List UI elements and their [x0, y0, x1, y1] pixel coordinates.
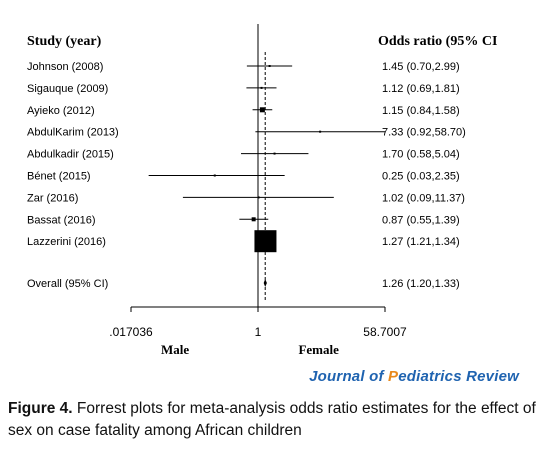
study-label: Zar (2016): [27, 192, 78, 204]
x-tick-label: 58.7007: [363, 325, 407, 339]
study-rows: Johnson (2008) 1.45 (0.70,2.99) Sigauque (…: [27, 61, 466, 290]
study-ci-text: 1.12 (0.69,1.81): [382, 83, 460, 95]
point-estimate: [257, 196, 260, 199]
study-ci-text: 1.70 (0.58,5.04): [382, 149, 460, 161]
point-estimate: [319, 130, 322, 133]
female-label: Female: [298, 342, 339, 357]
point-estimate: [273, 152, 276, 155]
study-label: AbdulKarim (2013): [27, 127, 119, 139]
study-label: Ayieko (2012): [27, 105, 95, 117]
odds-ratio-column-header: Odds ratio (95% CI: [378, 34, 497, 49]
study-label: Bénet (2015): [27, 171, 91, 183]
study-ci-text: 1.27 (1.21,1.34): [382, 236, 460, 248]
figure-caption-label: Figure 4.: [8, 400, 73, 417]
overall-ci-text: 1.26 (1.20,1.33): [382, 278, 460, 290]
study-ci-text: 7.33 (0.92,58.70): [382, 127, 466, 139]
study-label: Johnson (2008): [27, 61, 103, 73]
journal-logo: Journal of Pediatrics Review: [309, 368, 519, 385]
study-label: Sigauque (2009): [27, 83, 108, 95]
figure-caption: Figure 4. Forrest plots for meta-analysi…: [8, 398, 536, 442]
point-estimate: [259, 107, 265, 113]
overall-label: Overall (95% CI): [27, 278, 108, 290]
study-ci-text: 0.25 (0.03,2.35): [382, 171, 460, 183]
point-estimate: [254, 230, 277, 253]
point-estimate: [251, 217, 256, 222]
point-estimate: [260, 86, 263, 89]
x-tick-label: 1: [255, 325, 262, 339]
study-ci-text: 1.02 (0.09,11.37): [382, 192, 465, 204]
x-axis: .017036 1 58.7007 Male Female: [109, 24, 407, 357]
study-column-header: Study (year): [27, 34, 102, 49]
figure-caption-text: Forrest plots for meta-analysis odds rat…: [8, 400, 536, 439]
study-label: Lazzerini (2016): [27, 236, 106, 248]
plot-marks: [148, 65, 385, 287]
study-label: Abdulkadir (2015): [27, 149, 114, 161]
study-ci-text: 0.87 (0.55,1.39): [382, 214, 460, 226]
x-tick-label: .017036: [109, 325, 153, 339]
point-estimate: [213, 174, 216, 177]
study-ci-text: 1.15 (0.84,1.58): [382, 105, 460, 117]
study-label: Bassat (2016): [27, 214, 95, 226]
study-ci-text: 1.45 (0.70,2.99): [382, 61, 460, 73]
male-label: Male: [161, 342, 189, 357]
forest-plot: Study (year) Odds ratio (95% CI Johnson …: [27, 24, 497, 357]
point-estimate: [268, 65, 271, 67]
